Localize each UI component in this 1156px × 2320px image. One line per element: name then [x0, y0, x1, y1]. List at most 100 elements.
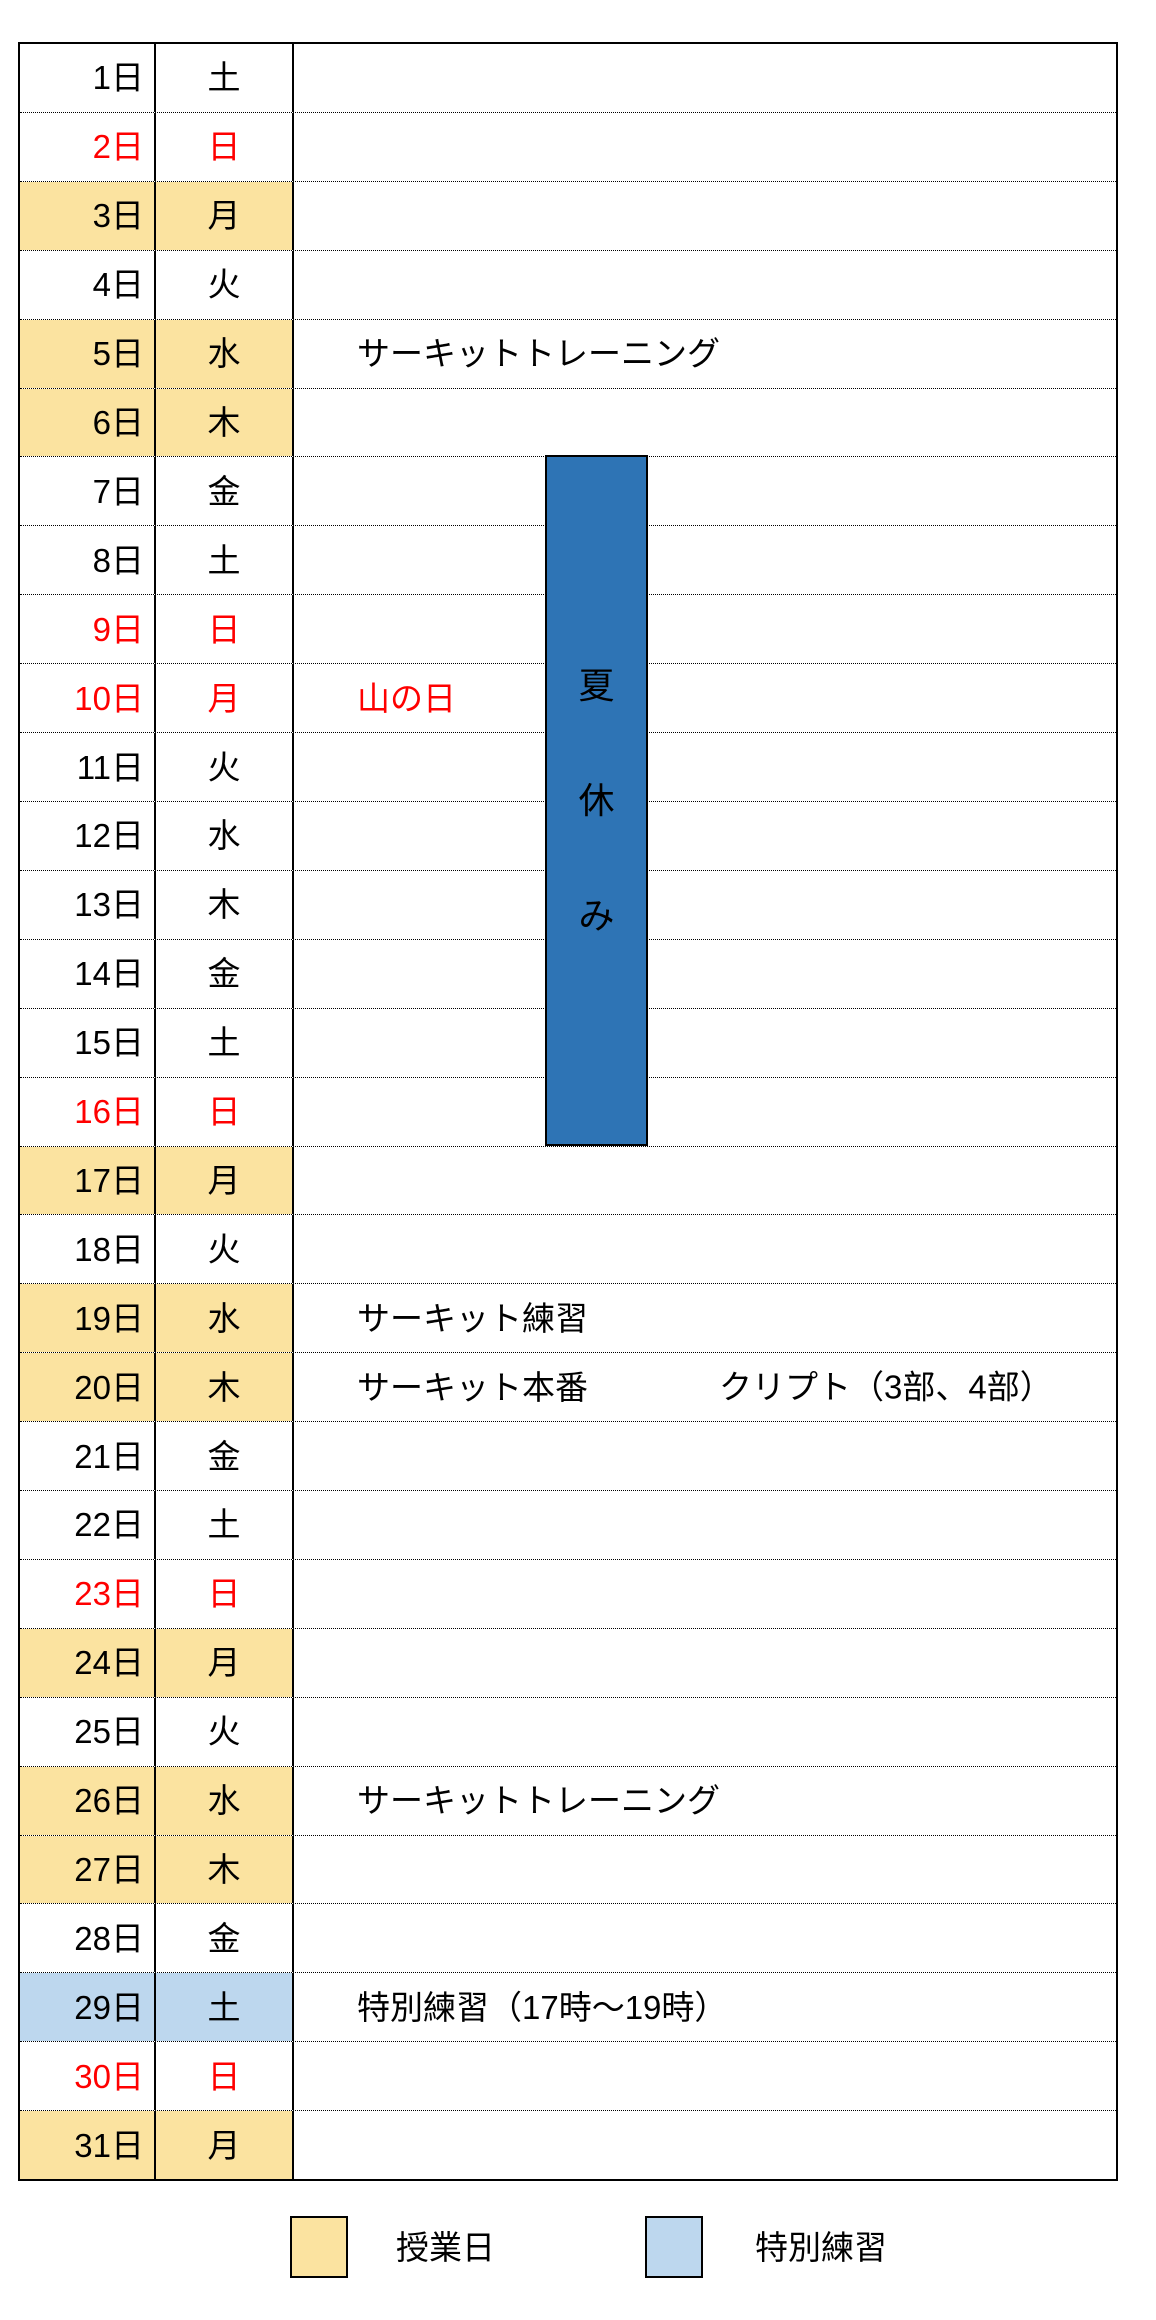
table-row: 6日 木	[20, 388, 1116, 458]
event-cell	[294, 871, 1116, 939]
day-label: 10日	[74, 679, 144, 717]
weekday-label: 火	[207, 1713, 241, 1751]
weekday-label: 月	[207, 197, 241, 235]
day-label: 12日	[74, 817, 144, 855]
day-label: 14日	[74, 955, 144, 993]
weekday-label: 木	[207, 1368, 241, 1406]
event-cell	[294, 1836, 1116, 1904]
weekday-label: 月	[207, 679, 241, 717]
banner-char: 夏	[578, 664, 615, 706]
day-cell: 10日	[20, 664, 156, 733]
day-cell: 20日	[20, 1353, 156, 1422]
class-day-legend-label: 授業日	[396, 2229, 495, 2266]
event-cell: サーキットトレーニング	[294, 1767, 1116, 1835]
weekday-label: 日	[207, 610, 241, 648]
day-cell: 16日	[20, 1077, 156, 1146]
day-cell: 13日	[20, 870, 156, 939]
event-cell	[294, 389, 1116, 457]
weekday-cell: 日	[156, 1559, 294, 1628]
event-cell	[294, 595, 1116, 663]
day-label: 26日	[74, 1782, 144, 1820]
weekday-cell: 水	[156, 1766, 294, 1835]
table-row: 1日 土	[20, 44, 1116, 113]
table-row: 20日 木 サーキット本番 クリプト（3部、4部）	[20, 1353, 1116, 1423]
event-label: サーキットトレーニング	[357, 1782, 720, 1820]
day-label: 6日	[92, 403, 144, 441]
table-row: 24日 月	[20, 1628, 1116, 1698]
day-label: 24日	[74, 1644, 144, 1682]
weekday-label: 日	[207, 2057, 241, 2095]
weekday-label: 月	[207, 1644, 241, 1682]
day-cell: 21日	[20, 1422, 156, 1491]
day-cell: 6日	[20, 388, 156, 457]
banner-char: み	[578, 894, 615, 936]
weekday-label: 月	[207, 2126, 241, 2164]
day-label: 5日	[92, 335, 144, 373]
day-cell: 23日	[20, 1559, 156, 1628]
table-row: 18日 火	[20, 1215, 1116, 1285]
weekday-cell: 火	[156, 250, 294, 319]
event-cell	[294, 1698, 1116, 1766]
table-row: 19日 水 サーキット練習	[20, 1284, 1116, 1354]
weekday-label: 金	[207, 1919, 241, 1957]
day-cell: 22日	[20, 1491, 156, 1559]
table-row: 22日 土	[20, 1491, 1116, 1560]
day-label: 19日	[74, 1299, 144, 1337]
event-cell	[294, 1215, 1116, 1283]
day-cell: 8日	[20, 526, 156, 595]
weekday-label: 水	[207, 1299, 241, 1337]
table-row: 31日 月	[20, 2111, 1116, 2180]
day-label: 30日	[74, 2057, 144, 2095]
table-row: 17日 月	[20, 1146, 1116, 1216]
event-label: 山の日	[357, 679, 456, 717]
event-cell	[294, 1009, 1116, 1077]
weekday-label: 火	[207, 266, 241, 304]
table-row: 23日 日	[20, 1559, 1116, 1629]
weekday-cell: 日	[156, 1077, 294, 1146]
day-cell: 14日	[20, 939, 156, 1008]
event-cell	[294, 940, 1116, 1008]
event-cell	[294, 457, 1116, 525]
table-row: 28日 金	[20, 1904, 1116, 1974]
day-label: 17日	[74, 1161, 144, 1199]
weekday-label: 土	[207, 59, 241, 97]
weekday-cell: 金	[156, 1904, 294, 1973]
event-cell: サーキットトレーニング	[294, 320, 1116, 388]
weekday-cell: 月	[156, 181, 294, 250]
monthly-schedule-table: 1日 土 2日 日 3日 月	[18, 42, 1118, 2181]
day-cell: 19日	[20, 1284, 156, 1353]
day-label: 8日	[92, 541, 144, 579]
day-label: 9日	[92, 610, 144, 648]
weekday-cell: 水	[156, 801, 294, 870]
table-row: 3日 月	[20, 181, 1116, 251]
weekday-label: 土	[207, 541, 241, 579]
weekday-cell: 火	[156, 1215, 294, 1284]
day-label: 4日	[92, 266, 144, 304]
day-cell: 28日	[20, 1904, 156, 1973]
weekday-cell: 金	[156, 939, 294, 1008]
event-cell	[294, 1491, 1116, 1559]
table-row: 29日 土 特別練習（17時～19時）	[20, 1973, 1116, 2043]
weekday-label: 土	[207, 1024, 241, 1062]
day-cell: 25日	[20, 1697, 156, 1766]
weekday-label: 金	[207, 1437, 241, 1475]
event-cell	[294, 1147, 1116, 1215]
weekday-cell: 火	[156, 1697, 294, 1766]
table-row: 16日 日	[20, 1077, 1116, 1147]
weekday-cell: 土	[156, 1008, 294, 1077]
weekday-cell: 木	[156, 1353, 294, 1422]
day-label: 15日	[74, 1024, 144, 1062]
weekday-cell: 木	[156, 870, 294, 939]
weekday-label: 水	[207, 1782, 241, 1820]
weekday-cell: 月	[156, 1146, 294, 1215]
weekday-cell: 月	[156, 2111, 294, 2180]
weekday-cell: 土	[156, 526, 294, 595]
day-label: 16日	[74, 1093, 144, 1131]
weekday-label: 火	[207, 748, 241, 786]
weekday-cell: 月	[156, 664, 294, 733]
day-label: 7日	[92, 472, 144, 510]
weekday-cell: 土	[156, 1973, 294, 2042]
event-cell	[294, 2111, 1116, 2179]
day-cell: 24日	[20, 1628, 156, 1697]
day-cell: 31日	[20, 2111, 156, 2180]
